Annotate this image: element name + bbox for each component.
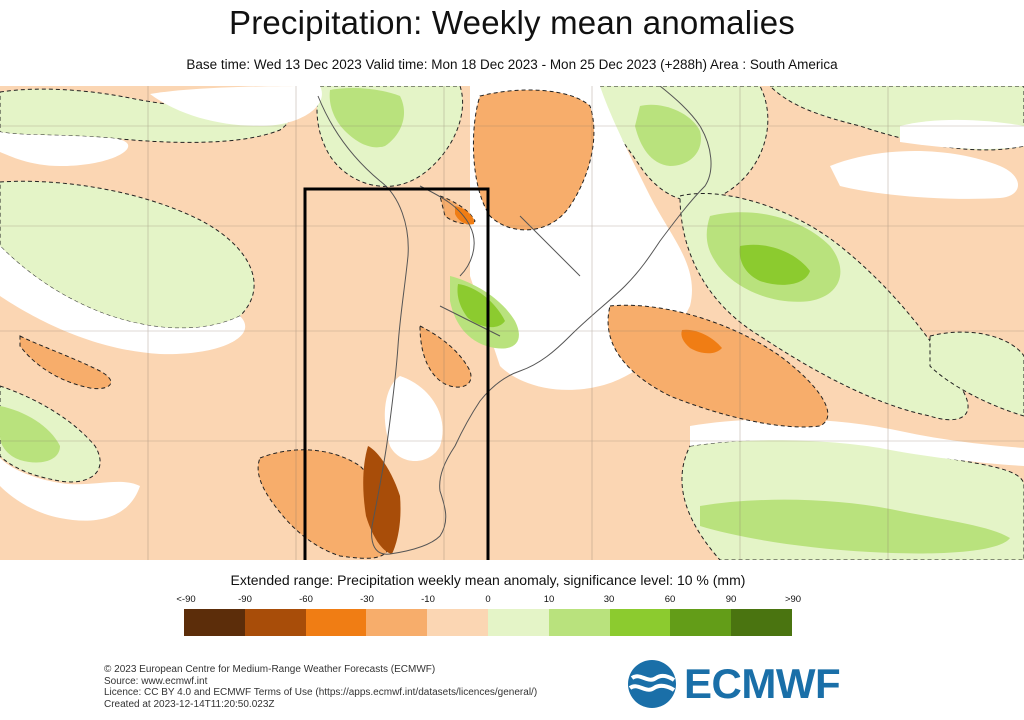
credit-copyright: © 2023 European Centre for Medium-Range … xyxy=(104,664,436,675)
coastlines xyxy=(317,86,712,555)
legend-tick: -30 xyxy=(360,594,374,605)
legend-title: Extended range: Precipitation weekly mea… xyxy=(230,572,746,588)
legend-swatch xyxy=(609,609,671,636)
legend-tick: -60 xyxy=(299,594,313,605)
positive-anomaly-strong xyxy=(457,244,810,328)
legend-tick: 10 xyxy=(543,594,555,605)
legend-tick: 0 xyxy=(485,594,491,605)
legend-ticks: <-90 -90 -60 -30 -10 0 10 30 60 90 >90 xyxy=(0,594,1024,608)
lat-lon-grid xyxy=(0,86,1024,560)
map-title: Precipitation: Weekly mean anomalies xyxy=(228,4,796,41)
map-subtitle: Base time: Wed 13 Dec 2023 Valid time: M… xyxy=(186,57,838,72)
credit-source: Source: www.ecmwf.int xyxy=(104,675,208,687)
legend-swatch xyxy=(366,609,428,636)
highlight-box xyxy=(303,187,490,560)
legend-swatch xyxy=(184,609,245,636)
legend-swatch xyxy=(244,609,306,636)
credit-created: Created at 2023-12-14T11:20:50.023Z xyxy=(104,698,275,710)
ecmwf-logo: ECMWF xyxy=(626,658,841,710)
negative-anomaly-strong xyxy=(455,206,722,354)
legend-swatch xyxy=(670,609,732,636)
legend-tick: 60 xyxy=(664,594,676,605)
legend-tick: 90 xyxy=(725,594,737,605)
legend-tick: <-90 xyxy=(176,594,196,605)
legend-swatch xyxy=(487,609,549,636)
legend-swatch xyxy=(548,609,610,636)
legend-tick: -10 xyxy=(421,594,435,605)
ecmwf-globe-icon xyxy=(628,660,676,708)
legend-tick: 30 xyxy=(603,594,615,605)
credit-licence: Licence: CC BY 4.0 and ECMWF Terms of Us… xyxy=(104,687,538,699)
anomaly-map xyxy=(0,86,1024,560)
legend-tick: >90 xyxy=(784,594,802,605)
legend-swatch xyxy=(305,609,367,636)
legend-swatch xyxy=(427,609,488,636)
legend-colorbar xyxy=(184,609,792,636)
ecmwf-logo-text: ECMWF xyxy=(684,660,841,707)
credits: © 2023 European Centre for Medium-Range … xyxy=(104,664,537,710)
legend-tick: -90 xyxy=(238,594,252,605)
legend-swatch xyxy=(731,609,792,636)
negative-anomaly-deep xyxy=(363,446,401,554)
